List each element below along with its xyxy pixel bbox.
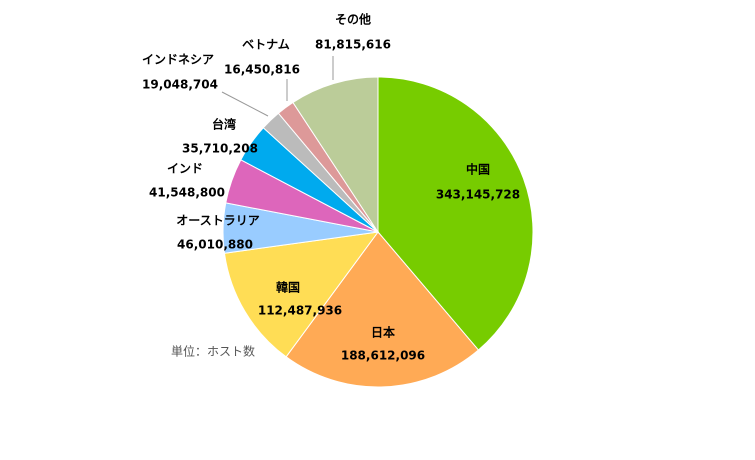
slice-label: 日本 (371, 325, 395, 340)
slice-label: オーストラリア (176, 214, 259, 228)
slice-label: インド (167, 162, 203, 176)
value-label: 112,487,936 (258, 304, 342, 318)
slice-label: 韓国 (276, 280, 300, 295)
pie-slice (285, 231, 480, 388)
value-label: 46,010,880 (177, 238, 253, 252)
slice-label: 台湾 (212, 117, 236, 132)
value-label: 188,612,096 (341, 349, 425, 363)
value-label: 35,710,208 (182, 142, 258, 156)
slice-label: ベトナム (242, 38, 290, 52)
slice-label: 中国 (466, 162, 490, 177)
value-label: 16,450,816 (224, 63, 300, 77)
value-label: 343,145,728 (436, 188, 520, 202)
value-label: 41,548,800 (149, 186, 225, 200)
pie-slice (292, 76, 379, 234)
unit-note: 単位：ホスト数 (171, 344, 255, 359)
pie-slice (223, 231, 380, 358)
value-label: 19,048,704 (142, 78, 218, 92)
leader-line (221, 91, 269, 117)
slice-label: インドネシア (142, 53, 214, 67)
slice-label: その他 (335, 12, 371, 27)
pie-slice (377, 76, 534, 351)
value-label: 81,815,616 (315, 38, 391, 52)
